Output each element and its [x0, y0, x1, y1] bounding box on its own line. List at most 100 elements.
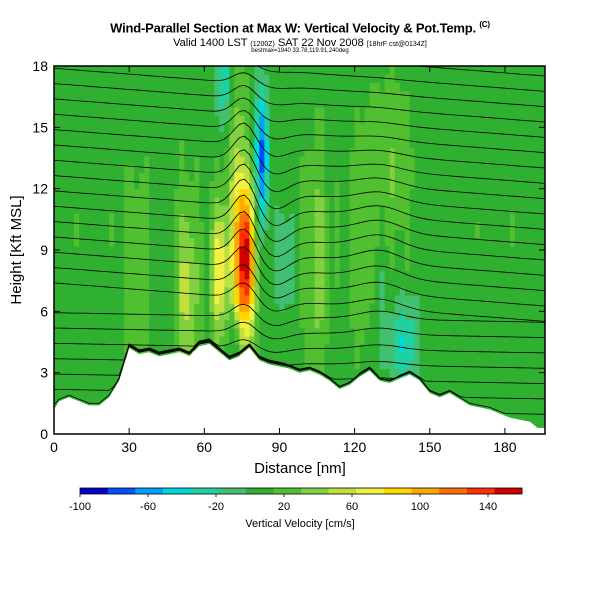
field-cell — [74, 368, 80, 378]
field-cell — [284, 180, 291, 190]
field-cell — [434, 82, 441, 92]
field-cell — [349, 106, 356, 116]
field-cell — [414, 237, 421, 247]
x-tick-label: 30 — [121, 439, 137, 455]
field-cell — [124, 294, 130, 304]
field-cell — [124, 245, 130, 255]
field-cell — [69, 352, 75, 361]
field-cell — [139, 344, 145, 353]
field-cell — [424, 180, 431, 190]
field-cell — [449, 286, 456, 296]
field-cell — [89, 188, 95, 198]
field-cell — [299, 270, 306, 280]
field-cell — [529, 213, 536, 222]
field-cell — [64, 188, 70, 198]
field-cell — [254, 106, 261, 116]
field-cell — [469, 90, 476, 100]
field-cell — [474, 286, 481, 296]
field-cell — [449, 360, 456, 370]
field-cell — [529, 139, 536, 149]
field-cell — [139, 286, 145, 296]
field-cell — [444, 82, 451, 92]
field-cell — [339, 82, 346, 92]
field-cell — [469, 74, 476, 83]
field-cell — [84, 303, 90, 312]
field-cell — [219, 286, 225, 296]
field-cell — [399, 196, 406, 206]
field-cell — [484, 360, 491, 370]
field-cell — [494, 344, 501, 353]
field-cell — [119, 319, 125, 329]
field-cell — [284, 303, 291, 312]
field-cell — [459, 270, 466, 280]
field-cell — [459, 164, 466, 173]
field-cell — [89, 180, 95, 190]
field-cell — [304, 106, 311, 116]
field-cell — [84, 131, 90, 141]
field-cell — [154, 82, 160, 92]
field-cell — [199, 245, 205, 255]
field-cell — [379, 254, 386, 263]
field-cell — [539, 115, 545, 124]
field-cell — [214, 131, 220, 141]
field-cell — [384, 131, 391, 141]
field-cell — [109, 376, 115, 386]
field-cell — [444, 294, 451, 304]
field-cell — [279, 344, 286, 353]
field-cell — [354, 98, 361, 108]
field-cell — [424, 221, 431, 231]
field-cell — [84, 82, 90, 92]
field-cell — [514, 147, 521, 157]
field-cell — [159, 98, 165, 108]
field-cell — [279, 82, 286, 92]
field-cell — [314, 229, 321, 239]
field-cell — [339, 106, 346, 116]
field-cell — [489, 82, 496, 92]
field-cell — [414, 254, 421, 263]
field-cell — [374, 98, 381, 108]
field-cell — [99, 254, 105, 263]
field-cell — [99, 393, 105, 402]
field-cell — [69, 139, 75, 149]
field-cell — [339, 221, 346, 231]
y-axis-label: Height [Kft MSL] — [8, 195, 25, 304]
field-cell — [484, 74, 491, 83]
field-cell — [509, 286, 516, 296]
field-cell — [479, 344, 486, 353]
field-cell — [394, 311, 401, 321]
field-cell — [264, 262, 271, 272]
field-cell — [229, 205, 235, 214]
field-cell — [74, 327, 80, 337]
field-cell — [364, 221, 371, 231]
field-cell — [274, 98, 281, 108]
field-cell — [324, 106, 331, 116]
field-cell — [429, 286, 436, 296]
field-cell — [454, 98, 461, 108]
field-cell — [499, 303, 506, 312]
field-cell — [214, 180, 220, 190]
field-cell — [149, 335, 155, 345]
field-cell — [474, 147, 481, 157]
field-cell — [449, 131, 456, 141]
field-cell — [479, 123, 486, 133]
field-cell — [489, 319, 496, 329]
field-cell — [329, 164, 336, 173]
field-cell — [374, 147, 381, 157]
field-cell — [64, 270, 70, 280]
field-cell — [329, 286, 336, 296]
field-cell — [199, 262, 205, 272]
field-cell — [69, 376, 75, 386]
field-cell — [399, 368, 406, 378]
field-cell — [194, 74, 200, 83]
field-cell — [219, 221, 225, 231]
field-cell — [399, 278, 406, 288]
field-cell — [524, 344, 531, 353]
field-cell — [109, 139, 115, 149]
field-cell — [514, 155, 521, 165]
field-cell — [109, 384, 115, 394]
field-cell — [154, 131, 160, 141]
field-cell — [434, 303, 441, 312]
field-cell — [484, 164, 491, 173]
field-cell — [489, 262, 496, 272]
field-cell — [484, 294, 491, 304]
